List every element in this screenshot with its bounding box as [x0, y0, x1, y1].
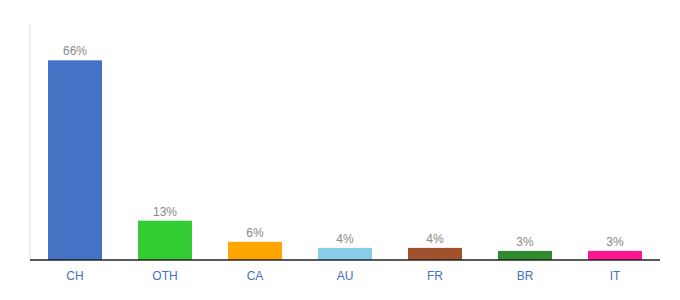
- x-tick-label: AU: [337, 269, 354, 283]
- data-label: 3%: [606, 235, 624, 249]
- x-tick-label: BR: [517, 269, 534, 283]
- bar: [228, 242, 282, 260]
- bar: [138, 221, 192, 260]
- bar: [48, 60, 102, 260]
- x-tick-label: OTH: [152, 269, 177, 283]
- x-axis: [30, 259, 660, 261]
- chart-container: 66% 13% 6% 4% 4% 3% 3% CH OTH CA AU FR BR IT: [0, 0, 680, 300]
- x-tick-label: CH: [66, 269, 83, 283]
- x-tick-label: FR: [427, 269, 443, 283]
- data-label: 13%: [153, 205, 177, 219]
- data-label: 66%: [63, 44, 87, 58]
- bars: [48, 60, 642, 260]
- bar: [318, 248, 372, 260]
- y-axis-line: [30, 24, 31, 260]
- bar: [498, 251, 552, 260]
- bar: [408, 248, 462, 260]
- data-label: 6%: [246, 226, 264, 240]
- data-label: 4%: [426, 232, 444, 246]
- bar: [588, 251, 642, 260]
- data-label: 4%: [336, 232, 354, 246]
- x-tick-label: CA: [247, 269, 264, 283]
- chart: 66% 13% 6% 4% 4% 3% 3% CH OTH CA AU FR BR IT: [0, 0, 680, 300]
- x-tick-label: IT: [610, 269, 621, 283]
- data-label: 3%: [516, 235, 534, 249]
